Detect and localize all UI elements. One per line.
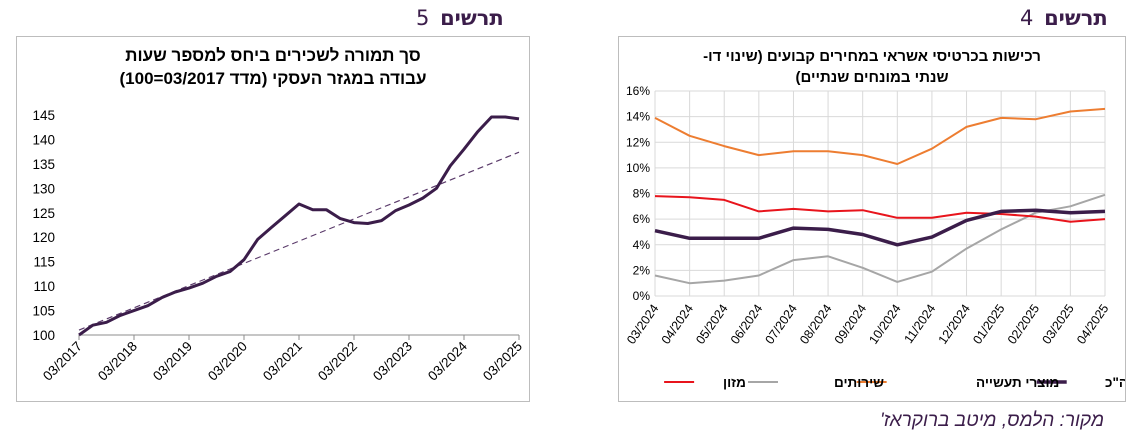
- chart-4-x-tick-label: 02/2025: [1005, 302, 1042, 347]
- chart-4-title-line: רכישות בכרטיסי אשראי במחירים קבועים (שינ…: [703, 48, 1041, 65]
- chart-4-legend-label: מזון: [723, 375, 746, 390]
- chart-4-y-tick-label: 12%: [626, 135, 650, 149]
- chart-5-svg: סך תמורה לשכירים ביחס למספר שעות עבודה במ…: [32, 46, 525, 384]
- chart-5-x-tick-label: 03/2023: [370, 339, 415, 384]
- chart-4-x-tick-label: 01/2025: [970, 302, 1007, 347]
- chart-5-series-line: [78, 115, 520, 337]
- chart-5-x-tick-label: 03/2024: [425, 338, 470, 383]
- chart-4-series-line-3: [654, 195, 1106, 223]
- chart-4-title-line: שנתי במונחים שנתיים): [795, 69, 948, 86]
- chart-5-y-tick-label: 120: [32, 230, 55, 245]
- chart-4-x-tick-label: 04/2024: [659, 302, 696, 347]
- chart-5-title-line: סך תמורה לשכירים ביחס למספר שעות: [125, 46, 420, 65]
- chart-4-x-tick-label: 10/2024: [866, 302, 903, 347]
- chart-4-y-tick-label: 6%: [633, 212, 651, 226]
- chart-4-y-tick-label: 2%: [633, 263, 651, 277]
- source-note: מקור: הלמס, מיטב ברוקראז': [879, 410, 1104, 431]
- chart-4-legend-label: שירותים: [834, 375, 884, 390]
- chart-5-y-tick-label: 135: [32, 157, 55, 172]
- chart-5-panel: סך תמורה לשכירים ביחס למספר שעות עבודה במ…: [16, 36, 530, 402]
- chart-4-panel: רכישות בכרטיסי אשראי במחירים קבועים (שינ…: [618, 36, 1126, 402]
- chart-5-y-tick-label: 110: [33, 279, 55, 294]
- chart-5-x-tick-label: 03/2021: [260, 339, 305, 384]
- chart-4-x-tick-label: 08/2024: [797, 302, 834, 347]
- chart-4-x-tick-label: 04/2025: [1074, 302, 1111, 347]
- chart-4-y-tick-label: 14%: [626, 110, 650, 124]
- chart-5-y-tick-label: 125: [32, 206, 55, 221]
- chart-5-heading: תרשים 5: [416, 6, 504, 30]
- chart-5-x-tick-label: 03/2022: [315, 339, 360, 384]
- chart-5-y-tick-label: 100: [32, 328, 55, 343]
- chart-4-y-tick-label: 0%: [633, 289, 651, 303]
- chart-5-x-tick-label: 03/2019: [150, 339, 195, 384]
- chart-4-y-tick-label: 4%: [633, 238, 651, 252]
- chart-4-svg: רכישות בכרטיסי אשראי במחירים קבועים (שינ…: [624, 48, 1125, 390]
- chart-4-series-line-1: [654, 107, 1106, 165]
- chart-4-legend-label: מוצרי תעשייה: [976, 375, 1059, 390]
- chart-5-y-tick-label: 130: [32, 181, 55, 196]
- chart-5-y-tick-label: 145: [32, 108, 55, 123]
- chart-5-x-tick-label: 03/2025: [480, 339, 525, 384]
- chart-4-x-tick-label: 06/2024: [728, 302, 765, 347]
- chart-4-x-tick-label: 07/2024: [763, 302, 800, 347]
- chart-4-x-tick-label: 12/2024: [936, 302, 973, 347]
- chart-5-heading-word: תרשים: [440, 6, 504, 30]
- chart-5-y-tick-label: 140: [32, 132, 55, 147]
- chart-4-y-tick-label: 16%: [626, 84, 650, 98]
- chart-4-heading-word: תרשים: [1044, 6, 1108, 30]
- chart-4-x-tick-label: 11/2024: [902, 302, 939, 346]
- chart-5-x-tick-label: 03/2017: [40, 339, 85, 384]
- chart-4-x-tick-label: 09/2024: [832, 302, 869, 347]
- chart-4-y-tick-label: 10%: [626, 161, 650, 175]
- chart-5-heading-number: 5: [416, 6, 430, 30]
- chart-5-x-tick-label: 03/2018: [95, 339, 140, 384]
- chart-4-x-tick-label: 05/2024: [693, 302, 730, 347]
- chart-5-title-line: עבודה במגזר העסקי (מדד 03/2017=100): [119, 69, 426, 88]
- chart-4-series-line-0: [654, 208, 1106, 247]
- chart-4-legend-label: סה"כ: [1105, 375, 1125, 390]
- chart-4-y-tick-label: 8%: [633, 187, 651, 201]
- chart-4-x-tick-label: 03/2024: [624, 302, 661, 347]
- chart-5-x-tick-label: 03/2020: [205, 339, 250, 384]
- chart-5-y-tick-label: 115: [33, 255, 55, 270]
- chart-5-trend-line: [78, 151, 520, 331]
- chart-4-heading: תרשים 4: [1020, 6, 1108, 30]
- chart-4-heading-number: 4: [1020, 6, 1034, 30]
- chart-5-y-tick-label: 105: [32, 304, 55, 319]
- chart-4-x-tick-label: 03/2025: [1039, 302, 1076, 347]
